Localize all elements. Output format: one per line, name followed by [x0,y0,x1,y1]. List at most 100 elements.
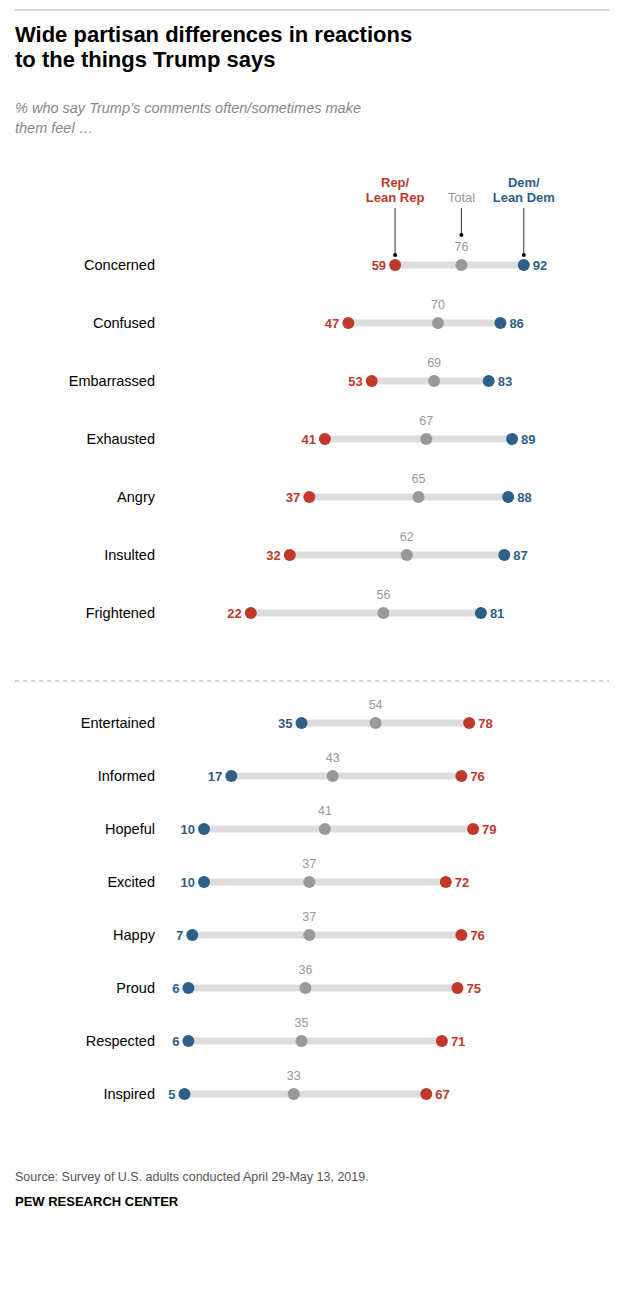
data-label: 83 [498,374,512,389]
dot: Insulted: 32 [284,549,296,561]
data-label: 76 [454,240,468,254]
data-label: 72 [455,875,469,890]
dot: Angry: 88 [502,491,514,503]
range-bar [185,1091,427,1098]
data-label: 35 [278,716,292,731]
dot: Entertained: 35 [296,717,308,729]
data-label: 86 [509,316,523,331]
dot: Proud: 36 [299,982,311,994]
dot: Entertained: 78 [463,717,475,729]
dot: Embarrassed: 53 [366,375,378,387]
top-rule [15,9,609,11]
data-label: 79 [482,822,496,837]
range-bar [231,773,461,780]
data-label: 10 [181,875,195,890]
dot: Concerned: 59 [389,259,401,271]
category-label: Hopeful [105,821,155,837]
chart: Wide partisan differences in reactionsto… [0,0,624,1300]
range-bar [251,610,481,617]
subtitle: % who say Trump’s comments often/sometim… [15,100,361,136]
data-label: 89 [521,432,535,447]
dot: Informed: 76 [455,770,467,782]
range-bar [204,879,446,886]
data-label: 92 [533,258,547,273]
category-label: Exhausted [86,431,155,447]
category-label: Inspired [103,1086,155,1102]
range-bar [325,436,512,443]
dot: Respected: 35 [296,1035,308,1047]
range-bar [192,932,461,939]
range-bar [309,494,508,501]
data-label: 5 [168,1087,175,1102]
dot: Informed: 17 [225,770,237,782]
data-label: 10 [181,822,195,837]
data-label: 41 [301,432,315,447]
range-bar [290,552,505,559]
category-label: Entertained [81,715,155,731]
data-label: 43 [326,751,340,765]
group-separator [15,680,609,681]
data-label: 59 [372,258,386,273]
background [0,0,624,1300]
plot-area: Concerned: 59Concerned: 76Concerned: 92C… [179,259,530,1100]
dot: Concerned: 92 [518,259,530,271]
range-bar [348,320,500,327]
data-label: 54 [369,698,383,712]
data-label: 36 [298,963,312,977]
category-label: Embarrassed [69,373,155,389]
data-label: 65 [412,472,426,486]
data-label: 22 [227,606,241,621]
data-label: 37 [302,857,316,871]
data-label: 41 [318,804,332,818]
data-label: 67 [419,414,433,428]
dot: Frightened: 22 [245,607,257,619]
dot: Entertained: 54 [370,717,382,729]
legend-connector [523,208,524,255]
dot: Happy: 76 [455,929,467,941]
legend-entry: Total [448,190,476,205]
data-label: 7 [176,928,183,943]
chart-container: Wide partisan differences in reactionsto… [0,0,624,1300]
category-label: Concerned [84,257,155,273]
dot: Angry: 65 [413,491,425,503]
dot: Inspired: 67 [420,1088,432,1100]
data-label: 53 [348,374,362,389]
data-label: 87 [513,548,527,563]
dot: Embarrassed: 83 [483,375,495,387]
title: Wide partisan differences in reactionsto… [15,22,412,72]
legend-connector [395,208,396,255]
legend-connector-end [393,253,397,257]
category-label: Respected [86,1033,155,1049]
dot: Insulted: 87 [498,549,510,561]
dot: Confused: 47 [342,317,354,329]
category-label: Insulted [104,547,155,563]
data-label: 33 [287,1069,301,1083]
data-label: 71 [451,1034,465,1049]
dot: Embarrassed: 69 [428,375,440,387]
category-label: Confused [93,315,155,331]
data-label: 6 [172,1034,179,1049]
data-label: 76 [470,769,484,784]
legend-connector [461,208,462,235]
data-label: 6 [172,981,179,996]
dot: Happy: 37 [303,929,315,941]
data-label: 56 [376,588,390,602]
dot: Confused: 86 [494,317,506,329]
range-bar [302,720,470,727]
dot: Excited: 72 [440,876,452,888]
dot: Respected: 71 [436,1035,448,1047]
dot: Exhausted: 41 [319,433,331,445]
range-bar [204,826,473,833]
dot: Excited: 10 [198,876,210,888]
dot: Confused: 70 [432,317,444,329]
dot: Exhausted: 89 [506,433,518,445]
data-label: 67 [435,1087,449,1102]
data-label: 76 [470,928,484,943]
category-label: Frightened [86,605,155,621]
dot: Frightened: 81 [475,607,487,619]
range-bar [188,1038,442,1045]
dot: Insulted: 62 [401,549,413,561]
data-label: 32 [266,548,280,563]
data-label: 69 [427,356,441,370]
data-label: 37 [302,910,316,924]
